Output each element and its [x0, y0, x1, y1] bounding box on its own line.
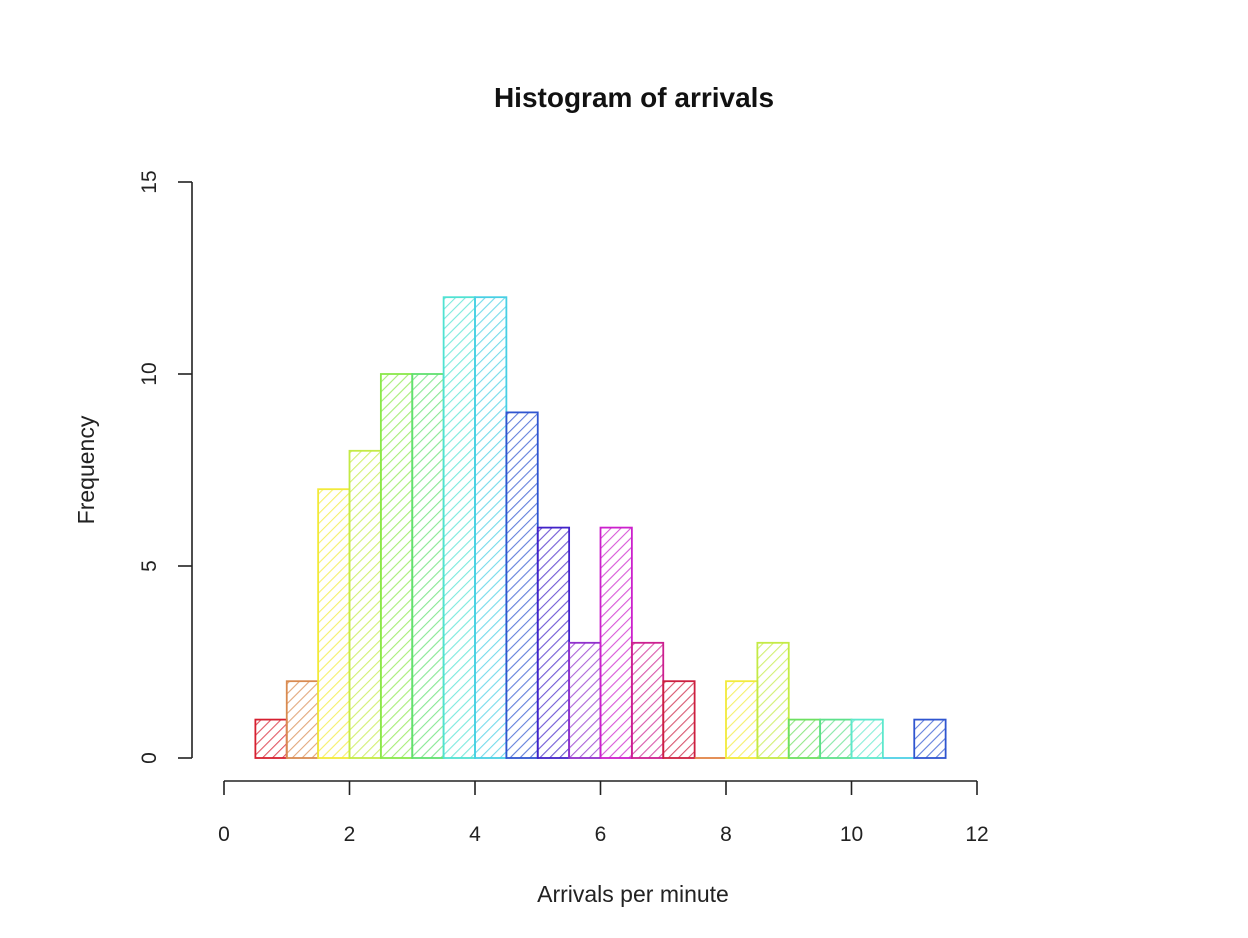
x-axis-title: Arrivals per minute	[537, 881, 729, 907]
x-tick-label: 2	[344, 823, 356, 846]
y-tick-label: 5	[138, 560, 161, 572]
histogram-bar	[756, 641, 790, 759]
x-tick-label: 10	[840, 823, 863, 846]
y-tick-label: 0	[138, 752, 161, 764]
histogram-bar	[505, 411, 539, 759]
histogram-bar	[442, 296, 476, 759]
histogram-bars	[254, 296, 947, 759]
x-tick-label: 4	[469, 823, 481, 846]
x-axis: 0 2 4 6 8 10 12	[218, 780, 989, 846]
histogram-bar	[850, 718, 884, 759]
y-axis-title: Frequency	[73, 415, 99, 524]
histogram-bar	[379, 373, 414, 759]
chart-title: Histogram of arrivals	[494, 82, 774, 113]
histogram-bar	[819, 718, 853, 759]
histogram-bar	[285, 680, 320, 759]
x-tick-label: 12	[965, 823, 988, 846]
histogram-bar	[254, 718, 288, 759]
histogram-bar	[474, 296, 508, 759]
histogram-bar	[348, 449, 382, 759]
histogram-bar	[662, 680, 696, 759]
histogram-bar	[913, 718, 947, 759]
histogram-bar	[725, 680, 759, 759]
x-tick-label: 0	[218, 823, 230, 846]
y-tick-label: 10	[138, 362, 161, 385]
histogram-bar	[787, 718, 822, 759]
histogram-bar	[317, 488, 351, 759]
histogram-bar	[568, 641, 602, 759]
histogram-bar	[630, 641, 665, 759]
y-axis: 0 5 10 15	[138, 170, 193, 764]
y-tick-label: 15	[138, 170, 161, 193]
histogram-bar	[536, 526, 571, 759]
histogram-bar	[411, 373, 445, 759]
x-tick-label: 6	[595, 823, 607, 846]
x-tick-label: 8	[720, 823, 732, 846]
histogram-bar	[599, 526, 633, 759]
